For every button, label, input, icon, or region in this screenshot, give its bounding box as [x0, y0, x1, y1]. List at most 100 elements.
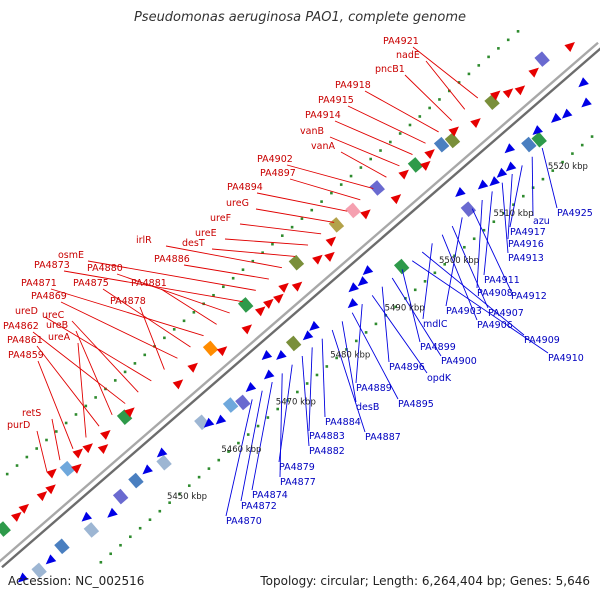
scale-dot	[345, 348, 348, 351]
reverse-gene-label: PA4899	[420, 342, 456, 353]
leader-line	[404, 74, 452, 121]
backbone-line	[0, 41, 599, 563]
scale-dot	[94, 396, 97, 399]
reverse-gene-label: PA4884	[325, 417, 361, 428]
forward-gene-arrow	[514, 85, 526, 96]
forward-gene-label: irlR	[136, 235, 152, 246]
scale-dot	[231, 276, 235, 280]
leader-line	[87, 260, 256, 291]
forward-gene-label: vanA	[311, 141, 335, 152]
forward-gene-arrow	[448, 126, 459, 137]
reverse-gene-label: PA4889	[356, 383, 392, 394]
scale-dot	[158, 509, 162, 513]
leader-line	[347, 105, 426, 144]
scale-dot	[374, 322, 378, 326]
scale-dot	[192, 310, 196, 314]
scale-label: 5450 kbp	[167, 492, 207, 502]
scale-dot	[217, 458, 221, 462]
leader-line	[471, 208, 512, 292]
gene-box	[521, 136, 537, 153]
reverse-gene-arrow	[142, 464, 153, 475]
scale-dot	[305, 382, 309, 385]
reverse-gene-label: opdK	[427, 373, 452, 384]
scale-dot	[227, 450, 230, 453]
forward-gene-arrow	[11, 511, 22, 522]
scale-dot	[119, 543, 122, 547]
scale-dot	[512, 203, 515, 206]
forward-gene-arrow	[100, 429, 111, 440]
gene-box	[433, 136, 450, 153]
forward-gene-arrow	[97, 444, 109, 455]
scale-dot	[541, 177, 545, 181]
scale-dot	[453, 254, 456, 258]
scale-dot	[25, 455, 29, 459]
leader-line	[422, 243, 433, 320]
forward-gene-arrow	[424, 149, 435, 160]
forward-gene-arrow	[291, 281, 303, 292]
forward-gene-label: PA4875	[73, 278, 109, 289]
scale-dot	[398, 132, 402, 135]
scale-dot	[463, 245, 466, 249]
scale-dot	[369, 157, 372, 161]
forward-gene-label: PA4859	[8, 350, 44, 361]
forward-gene-label: ureD	[15, 306, 38, 317]
scale-dot	[197, 475, 201, 479]
scale-dot	[590, 135, 594, 138]
leader-line	[286, 164, 374, 189]
scale-dot	[148, 518, 152, 522]
forward-gene-label: PA4886	[154, 254, 190, 265]
leader-line	[401, 269, 421, 343]
forward-gene-label: PA4902	[257, 154, 293, 165]
reverse-gene-arrow	[581, 97, 592, 108]
scale-label: 5490 kbp	[385, 303, 425, 313]
forward-gene-arrow	[71, 463, 82, 474]
scale-dot	[143, 353, 147, 357]
reverse-gene-arrow	[107, 507, 118, 518]
backbone-line	[1, 47, 600, 569]
scale-dot	[207, 467, 211, 470]
leader-line	[240, 390, 263, 502]
forward-gene-arrow	[325, 236, 337, 247]
forward-gene-label: osmE	[58, 250, 84, 261]
scale-dot	[472, 237, 476, 241]
gene-box	[83, 522, 100, 538]
scale-dot	[123, 370, 127, 374]
scale-dot	[182, 319, 186, 323]
forward-gene-label: ureF	[210, 213, 231, 224]
scale-dot	[35, 447, 38, 450]
reverse-label-group: PA4925azuPA4917PA4916PA4913PA4911PA4908P…	[226, 208, 593, 527]
reverse-gene-label: mdlC	[423, 319, 448, 330]
forward-gene-arrow	[398, 169, 409, 180]
reverse-gene-arrow	[309, 320, 320, 331]
reverse-gene-label: PA4912	[511, 291, 547, 302]
scale-dot	[266, 416, 270, 419]
gene-box	[484, 94, 500, 110]
forward-gene-arrow	[278, 282, 289, 293]
gene-box	[407, 157, 424, 173]
leader-line	[364, 90, 439, 133]
forward-gene-arrow	[470, 118, 481, 129]
leader-line	[483, 191, 493, 276]
scale-dot	[178, 492, 181, 496]
forward-gene-arrow	[360, 209, 371, 220]
reverse-gene-arrow	[532, 125, 543, 136]
forward-gene-arrow	[528, 67, 539, 78]
scale-dot	[74, 413, 78, 416]
scale-dot	[497, 47, 500, 50]
scale-dot	[133, 362, 137, 365]
scale-dot	[261, 251, 264, 254]
scale-dot	[457, 81, 461, 84]
reverse-gene-label: PA4887	[365, 432, 401, 443]
forward-gene-label: ureE	[195, 228, 217, 239]
reverse-gene-label: PA4883	[309, 431, 345, 442]
scale-dot	[276, 407, 279, 411]
scale-dot	[5, 472, 9, 476]
forward-gene-arrow	[187, 362, 198, 373]
scale-dot	[256, 424, 260, 428]
scale-dot	[339, 183, 343, 186]
forward-gene-label: PA4862	[3, 321, 39, 332]
gene-box	[531, 131, 547, 148]
label-leader-lines	[32, 46, 558, 517]
gene-box	[128, 472, 144, 489]
leader-line	[507, 173, 513, 240]
